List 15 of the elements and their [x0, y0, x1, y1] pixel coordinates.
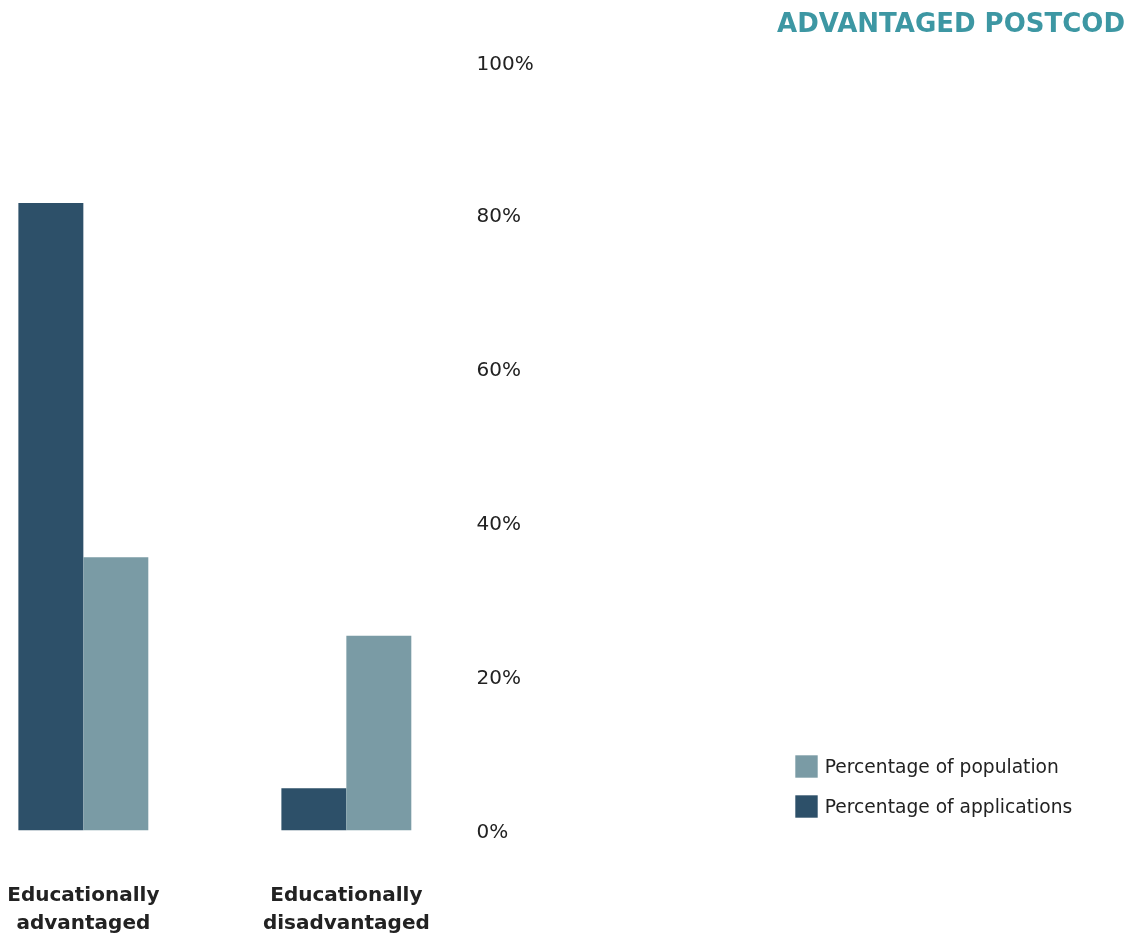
bar: [83, 557, 149, 831]
x-tick-label: Educationally disadvantaged: [262, 881, 430, 935]
legend-label: Percentage of population: [824, 755, 1059, 777]
bar: [281, 788, 347, 831]
legend-label: Percentage of applications: [824, 795, 1073, 817]
text: ADVANTAGED POSTCOD: [777, 7, 1125, 40]
x-tick-label: Educationally advantaged: [7, 881, 160, 935]
y-tick-label: 40%: [476, 510, 521, 535]
y-tick-label: 80%: [476, 202, 521, 227]
y-tick-label: 20%: [476, 664, 521, 689]
bar: [18, 202, 84, 831]
y-tick-label: 100%: [476, 50, 534, 75]
y-tick-label: 60%: [476, 356, 521, 381]
bar: [346, 635, 412, 831]
y-tick-label: 0%: [476, 818, 509, 843]
